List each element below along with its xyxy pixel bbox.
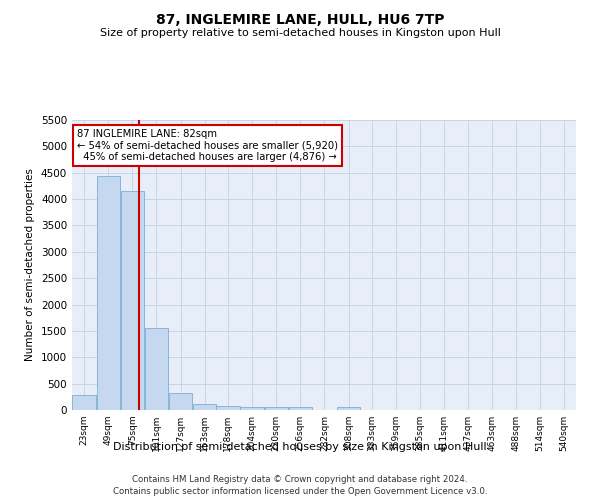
Bar	[241, 407, 264, 410]
Text: Contains public sector information licensed under the Open Government Licence v3: Contains public sector information licen…	[113, 488, 487, 496]
Text: Size of property relative to semi-detached houses in Kingston upon Hull: Size of property relative to semi-detach…	[100, 28, 500, 38]
Bar	[73, 395, 96, 410]
Y-axis label: Number of semi-detached properties: Number of semi-detached properties	[25, 168, 35, 362]
Text: 87 INGLEMIRE LANE: 82sqm
← 54% of semi-detached houses are smaller (5,920)
  45%: 87 INGLEMIRE LANE: 82sqm ← 54% of semi-d…	[77, 128, 338, 162]
Text: Distribution of semi-detached houses by size in Kingston upon Hull: Distribution of semi-detached houses by …	[113, 442, 487, 452]
Bar	[97, 176, 120, 410]
Bar	[193, 404, 217, 410]
Bar	[216, 406, 239, 410]
Text: 87, INGLEMIRE LANE, HULL, HU6 7TP: 87, INGLEMIRE LANE, HULL, HU6 7TP	[156, 12, 444, 26]
Bar	[265, 407, 288, 410]
Bar	[169, 393, 192, 410]
Bar	[145, 328, 168, 410]
Bar	[289, 407, 312, 410]
Bar	[121, 190, 144, 410]
Text: Contains HM Land Registry data © Crown copyright and database right 2024.: Contains HM Land Registry data © Crown c…	[132, 475, 468, 484]
Bar	[337, 407, 360, 410]
